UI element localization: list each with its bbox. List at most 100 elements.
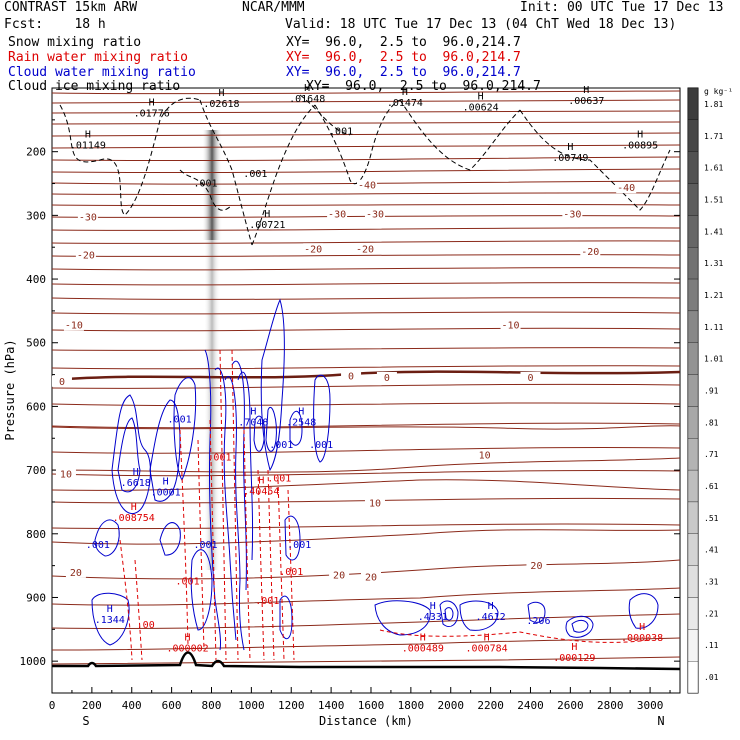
isotherm-line [51, 156, 681, 162]
legend-snow-xy: XY= 96.0, 2.5 to 96.0,214.7 [286, 35, 521, 50]
y-tick-label: 1000 [20, 655, 47, 668]
isotherm-line [51, 587, 681, 606]
cloud-water-contour [117, 417, 141, 493]
x-tick-label: 2400 [517, 699, 544, 712]
isotherm-label-bg [63, 319, 84, 331]
x-tick-label: 600 [162, 699, 182, 712]
isotherm-label-bg [360, 571, 381, 583]
isotherm-line [51, 267, 681, 271]
isotherm-label: -30 [79, 212, 97, 223]
cloud-water-contour [224, 376, 245, 651]
isotherm-label: -20 [77, 251, 95, 262]
colorbar-level-label: 1.81 [704, 100, 723, 109]
isotherm-line [51, 121, 681, 125]
snow-contour [59, 97, 201, 216]
rain-contour [119, 539, 133, 661]
cloud-water-max-label: .206 [526, 616, 550, 627]
cloud-water-contour [159, 522, 181, 556]
snow-max-label: .01776 [134, 109, 170, 120]
cloud-water-max-label: .7048 [238, 418, 268, 429]
colorbar-swatch [687, 597, 699, 630]
cloud-water-contour [111, 394, 151, 515]
rain-contour [231, 349, 239, 661]
isotherm-line [51, 425, 681, 430]
colorbar-level-label: 1.71 [704, 132, 723, 141]
cloud-water-max-label: .1344 [95, 615, 125, 626]
cloud-water-contour [459, 600, 499, 631]
rain-contour [197, 439, 205, 651]
rain-contour [277, 479, 285, 661]
terrain-line [52, 651, 681, 671]
snow-max-marker: H [478, 91, 484, 102]
rain-max-label: .001 [255, 596, 279, 607]
snow-max-label: .001 [243, 169, 267, 180]
x-tick-label: 1800 [398, 699, 425, 712]
x-tick-label: 1200 [278, 699, 305, 712]
isotherm-line [51, 90, 681, 95]
colorbar-swatch [687, 215, 699, 248]
x-tick-label: 800 [202, 699, 222, 712]
isotherm-label-bg [303, 243, 324, 255]
x-tick-label: 1400 [318, 699, 345, 712]
cloud-water-max-label: .6618 [121, 478, 151, 489]
legend-cloud-water-label: Cloud water mixing ratio [8, 65, 196, 80]
colorbar-level-label: 1.21 [704, 291, 723, 300]
isotherm-label: -10 [65, 321, 83, 332]
isotherm-label-bg [364, 497, 385, 509]
colorbar-level-label: .31 [704, 578, 719, 587]
snow-max-marker: H [264, 209, 270, 220]
cloud-water-contour [253, 415, 265, 452]
colorbar-level-label: .01 [704, 673, 719, 682]
left-end-label: S [82, 714, 89, 728]
snow-contour [399, 99, 521, 171]
snow-max-label: .00637 [568, 96, 604, 107]
isotherm-label: 20 [530, 561, 542, 572]
rain-max-marker: H [185, 633, 191, 644]
isotherm-label: 20 [70, 568, 82, 579]
snow-max-label: .02618 [203, 99, 239, 110]
rain-max-label: .001 [267, 474, 291, 485]
colorbar-level-label: .61 [704, 482, 719, 491]
isotherm-line [51, 559, 681, 580]
isotherm-line [51, 479, 681, 491]
isotherm-label: -20 [304, 244, 322, 255]
y-tick-label: 400 [26, 273, 46, 286]
isotherm-label: -10 [502, 321, 520, 332]
rain-max-label: .000489 [402, 644, 444, 655]
colorbar-swatch [687, 119, 699, 152]
cloud-water-contour [374, 600, 431, 636]
cloud-water-contour [527, 601, 546, 623]
y-tick-label: 700 [26, 464, 46, 477]
snow-max-label: .01149 [70, 141, 106, 152]
isotherm-label: 10 [60, 470, 72, 481]
snow-contour [519, 109, 671, 211]
y-tick-label: 500 [26, 337, 46, 350]
cloud-water-contour [173, 377, 197, 482]
isotherm-line [51, 497, 681, 504]
isotherm-label: 10 [479, 451, 491, 462]
valid-time: Valid: 18 UTC Tue 17 Dec 13 (04 ChT Wed … [285, 17, 677, 32]
colorbar-level-label: .11 [704, 641, 719, 650]
isotherm-label: 20 [365, 572, 377, 583]
rain-max-label: .000002 [166, 644, 208, 655]
colorbar-swatch [687, 310, 699, 343]
isotherm-label: -20 [356, 244, 374, 255]
isotherm-label-bg [616, 182, 637, 194]
colorbar-swatch [687, 342, 699, 375]
x-tick-label: 2800 [597, 699, 624, 712]
cloud-water-contour [91, 592, 130, 646]
colorbar-level-label: .41 [704, 546, 719, 555]
cloud-water-contour [204, 349, 221, 651]
rain-max-marker: H [639, 622, 645, 633]
x-tick-label: 200 [82, 699, 102, 712]
y-tick-label: 600 [26, 400, 46, 413]
snow-max-marker: H [304, 83, 310, 94]
isotherm-label-bg [364, 208, 385, 220]
isotherm-line [51, 470, 681, 477]
cloud-water-max-label: .4612 [476, 612, 506, 623]
cloud-water-contour [237, 371, 254, 561]
center-label: NCAR/MMM [242, 0, 305, 15]
rain-max-label: .000784 [466, 644, 508, 655]
isotherm-label-bg [75, 249, 96, 261]
isotherm-line [51, 402, 681, 407]
